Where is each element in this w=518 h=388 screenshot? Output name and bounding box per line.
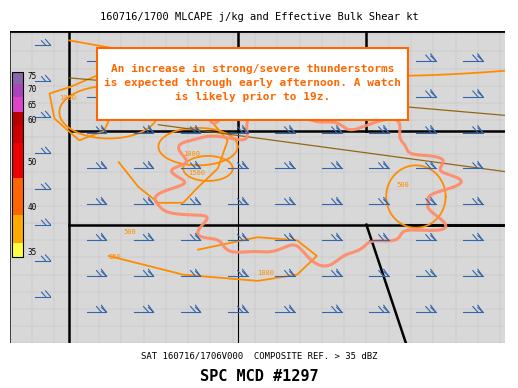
Text: 35: 35	[27, 248, 36, 257]
Bar	[12, 112, 23, 125]
Text: 1000: 1000	[257, 270, 275, 275]
Text: 65: 65	[27, 101, 36, 110]
Bar	[12, 243, 23, 258]
Bar	[12, 97, 23, 112]
Text: 500: 500	[248, 114, 260, 120]
Text: 50: 50	[27, 158, 36, 167]
Text: SPC MCD #1297: SPC MCD #1297	[199, 369, 319, 384]
Text: 1000: 1000	[183, 151, 200, 157]
Text: 1000: 1000	[60, 95, 76, 101]
Text: 70: 70	[27, 85, 36, 94]
Bar	[12, 178, 23, 215]
Text: 500: 500	[124, 229, 136, 235]
Bar	[12, 72, 23, 258]
Bar	[12, 144, 23, 178]
Text: 1500: 1500	[188, 170, 205, 176]
Bar	[12, 125, 23, 144]
Text: An increase in strong/severe thunderstorms
is expected through early afternoon. : An increase in strong/severe thunderstor…	[104, 64, 401, 102]
Text: 250: 250	[109, 254, 122, 260]
Text: 500: 500	[396, 182, 409, 188]
Text: 75: 75	[27, 72, 36, 81]
Bar	[12, 215, 23, 243]
Text: 250: 250	[322, 101, 335, 107]
Text: 250: 250	[391, 88, 404, 95]
Text: 40: 40	[27, 203, 36, 212]
FancyBboxPatch shape	[96, 48, 409, 120]
Text: 160716/1700 MLCAPE j/kg and Effective Bulk Shear kt: 160716/1700 MLCAPE j/kg and Effective Bu…	[99, 12, 419, 23]
Text: SAT 160716/1706V000  COMPOSITE REF. > 35 dBZ: SAT 160716/1706V000 COMPOSITE REF. > 35 …	[141, 352, 377, 361]
Text: 60: 60	[27, 116, 36, 125]
Bar	[12, 84, 23, 97]
Bar	[12, 72, 23, 84]
